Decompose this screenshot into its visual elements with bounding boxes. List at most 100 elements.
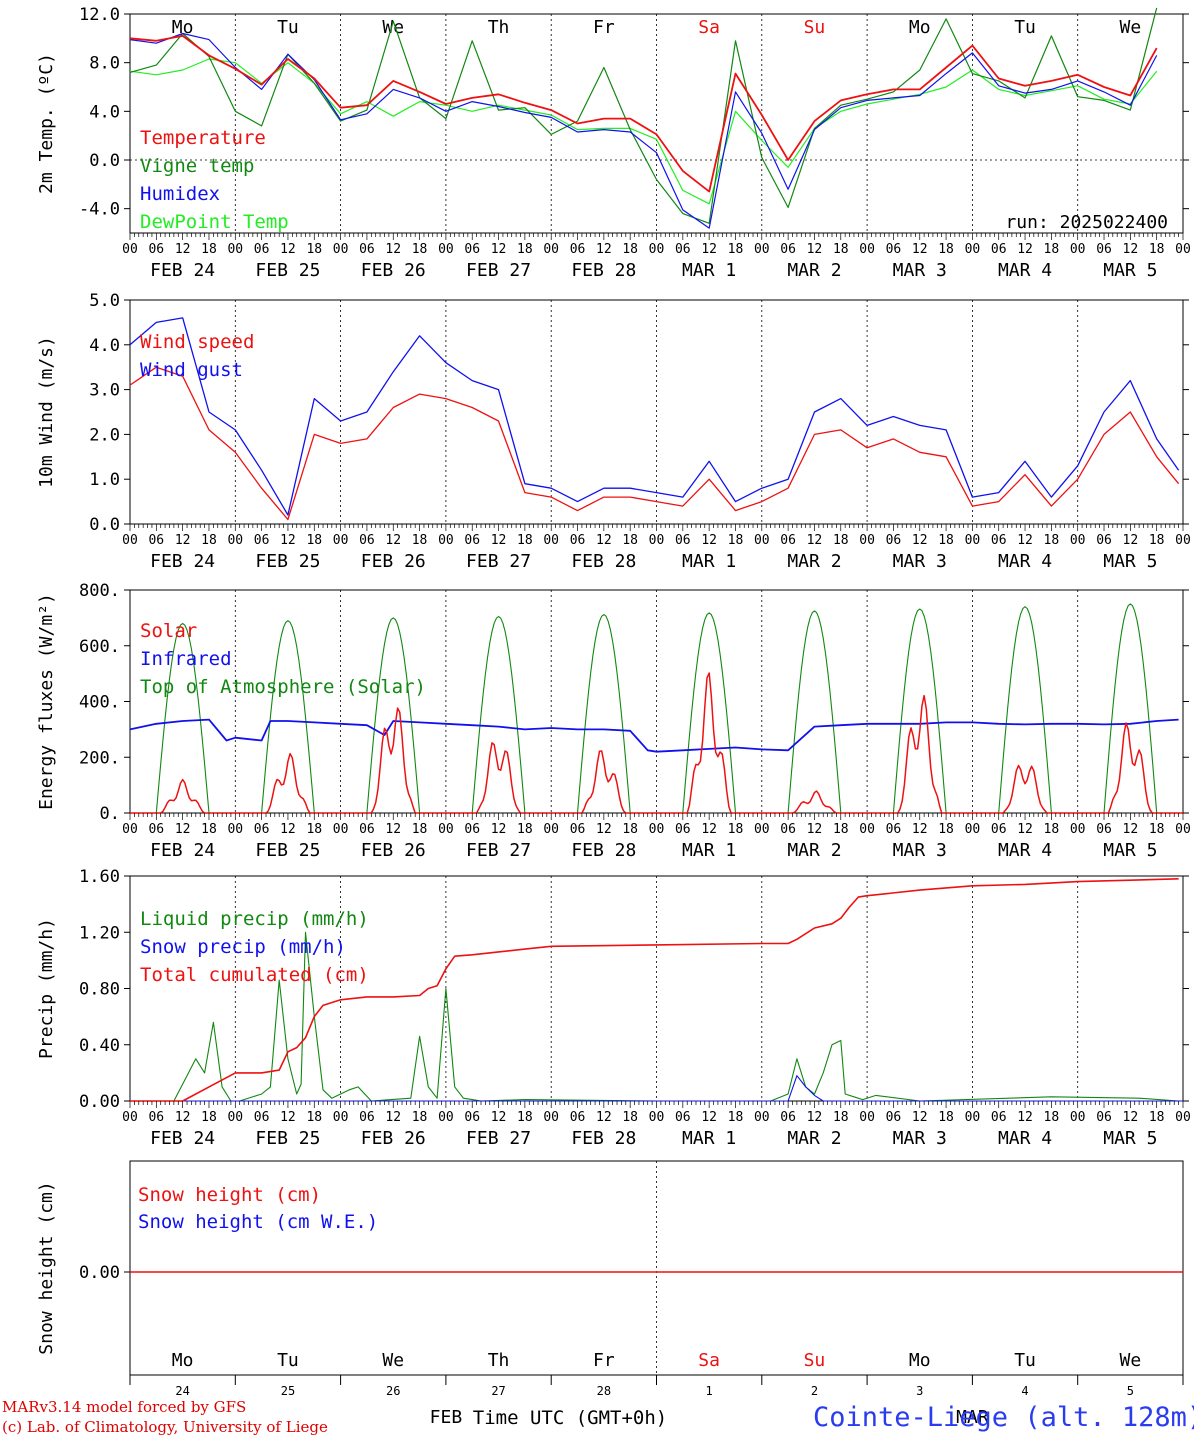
y-tick-label: 0.80 bbox=[79, 980, 120, 1000]
hour-label: 12 bbox=[1123, 822, 1139, 837]
hour-label: 06 bbox=[675, 242, 691, 257]
date-label: FEB 25 bbox=[255, 840, 320, 861]
legend-wind-gust: Wind gust bbox=[140, 359, 243, 381]
hour-label: 18 bbox=[1149, 822, 1165, 837]
hour-label: 18 bbox=[517, 533, 533, 548]
hour-label: 18 bbox=[412, 1110, 428, 1125]
y-axis-label: 10m Wind (m/s) bbox=[36, 336, 57, 488]
hour-label: 06 bbox=[991, 242, 1007, 257]
hour-label: 12 bbox=[912, 242, 928, 257]
hour-label: 12 bbox=[491, 533, 507, 548]
hour-label: 00 bbox=[333, 533, 349, 548]
y-tick-label: 0.40 bbox=[79, 1036, 120, 1056]
hour-label: 12 bbox=[807, 1110, 823, 1125]
hour-label: 18 bbox=[1044, 533, 1060, 548]
hour-label: 06 bbox=[148, 242, 164, 257]
hour-label: 00 bbox=[754, 1110, 770, 1125]
hour-label: 18 bbox=[938, 533, 954, 548]
day-number: 5 bbox=[1127, 1384, 1134, 1398]
hour-label: 18 bbox=[938, 242, 954, 257]
hour-label: 18 bbox=[306, 1110, 322, 1125]
date-label: MAR 3 bbox=[893, 840, 947, 861]
date-label: FEB 24 bbox=[150, 840, 215, 861]
legend-wind-speed: Wind speed bbox=[140, 331, 254, 353]
hour-label: 12 bbox=[1017, 1110, 1033, 1125]
hour-label: 06 bbox=[886, 242, 902, 257]
date-label: FEB 26 bbox=[361, 551, 426, 572]
hour-label: 18 bbox=[622, 1110, 638, 1125]
hour-label: 12 bbox=[912, 533, 928, 548]
date-label: FEB 28 bbox=[571, 1128, 636, 1149]
hour-label: 18 bbox=[1149, 242, 1165, 257]
panel-2: 0.0 1.0 2.0 3.0 4.0 5.0 10m Wind (m/s) Wind spe… bbox=[36, 291, 1191, 572]
date-label: FEB 27 bbox=[466, 551, 531, 572]
date-label: MAR 1 bbox=[682, 1128, 736, 1149]
hour-label: 06 bbox=[570, 242, 586, 257]
hour-label: 00 bbox=[122, 533, 138, 548]
hour-label: 00 bbox=[859, 533, 875, 548]
hour-label: 00 bbox=[1070, 533, 1086, 548]
date-label: FEB 24 bbox=[150, 1128, 215, 1149]
weekday-label: Su bbox=[804, 17, 826, 38]
hour-label: 12 bbox=[1123, 1110, 1139, 1125]
series-total-cumulated-cm- bbox=[130, 878, 1179, 1102]
y-tick-label: -4.0 bbox=[79, 200, 120, 220]
y-tick-label: 0.00 bbox=[79, 1263, 120, 1283]
hour-label: 00 bbox=[543, 822, 559, 837]
hour-label: 00 bbox=[859, 242, 875, 257]
hour-label: 00 bbox=[227, 533, 243, 548]
y-tick-label: 0. bbox=[100, 804, 120, 824]
weekday-label: Th bbox=[488, 1350, 510, 1371]
date-label: FEB 26 bbox=[361, 1128, 426, 1149]
weekday-label: Sa bbox=[698, 17, 720, 38]
y-tick-label: 400. bbox=[79, 693, 120, 713]
hour-label: 00 bbox=[438, 242, 454, 257]
series-vigne-temp bbox=[129, 7, 1158, 224]
hour-label: 06 bbox=[1096, 1110, 1112, 1125]
date-label: MAR 1 bbox=[682, 840, 736, 861]
y-tick-label: 1.60 bbox=[79, 867, 120, 887]
y-tick-label: 0.0 bbox=[89, 515, 120, 535]
panel-5: 0.00 Snow height (cm) Snow height (cm) Snow… bbox=[36, 1160, 1184, 1429]
day-number: 27 bbox=[491, 1384, 505, 1398]
day-number: 4 bbox=[1021, 1384, 1028, 1398]
hour-label: 18 bbox=[728, 1110, 744, 1125]
hour-label: 00 bbox=[227, 822, 243, 837]
date-label: MAR 5 bbox=[1103, 840, 1157, 861]
weekday-label: Tu bbox=[277, 17, 299, 38]
date-label: MAR 3 bbox=[893, 551, 947, 572]
hour-label: 18 bbox=[517, 822, 533, 837]
legend-dewpoint-temp: DewPoint Temp bbox=[140, 211, 289, 233]
weekday-label: Fr bbox=[593, 1350, 615, 1371]
hour-label: 00 bbox=[1175, 533, 1191, 548]
date-label: MAR 2 bbox=[787, 840, 841, 861]
day-number: 2 bbox=[811, 1384, 818, 1398]
series-liquid-precip-mm-h- bbox=[130, 931, 1179, 1102]
hour-label: 00 bbox=[1175, 822, 1191, 837]
date-label: MAR 1 bbox=[682, 551, 736, 572]
hour-label: 12 bbox=[1123, 533, 1139, 548]
day-number: 1 bbox=[706, 1384, 713, 1398]
date-label: MAR 5 bbox=[1103, 551, 1157, 572]
y-axis-label: Precip (mm/h) bbox=[36, 918, 57, 1059]
y-tick-label: 5.0 bbox=[89, 291, 120, 311]
hour-label: 06 bbox=[1096, 822, 1112, 837]
month-label-feb: FEB bbox=[430, 1407, 463, 1428]
panel-3: 0. 200. 400. 600. 800. Energy fluxes (W/m²) So… bbox=[36, 581, 1191, 861]
hour-label: 12 bbox=[175, 822, 191, 837]
hour-label: 18 bbox=[622, 533, 638, 548]
hour-label: 06 bbox=[780, 533, 796, 548]
date-label: MAR 2 bbox=[787, 260, 841, 281]
y-axis-label: 2m Temp. (ºC) bbox=[36, 53, 57, 194]
hour-label: 00 bbox=[859, 1110, 875, 1125]
legend-top-of-atmosphere-solar: Top of Atmosphere (Solar) bbox=[140, 676, 426, 698]
day-number: 28 bbox=[597, 1384, 611, 1398]
hour-label: 06 bbox=[991, 1110, 1007, 1125]
date-label: FEB 25 bbox=[255, 551, 320, 572]
hour-label: 00 bbox=[1070, 1110, 1086, 1125]
date-label: FEB 27 bbox=[466, 260, 531, 281]
weekday-label: Sa bbox=[698, 1350, 720, 1371]
hour-label: 00 bbox=[543, 242, 559, 257]
weekday-label: We bbox=[382, 17, 404, 38]
hour-label: 18 bbox=[201, 1110, 217, 1125]
